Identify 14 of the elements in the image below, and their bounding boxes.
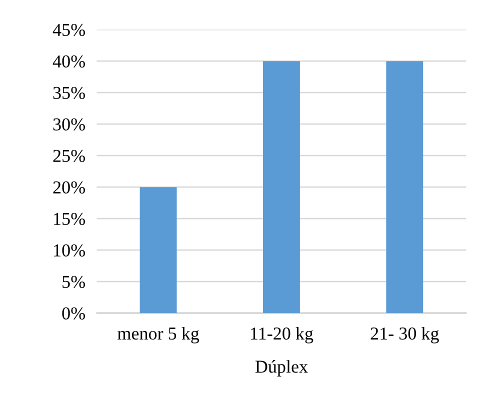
y-tick-label: 25% — [53, 150, 85, 162]
y-tick-label: 30% — [53, 118, 85, 131]
x-tick-label: menor 5 kg — [118, 326, 200, 344]
y-tick-label: 20% — [53, 181, 85, 194]
y-tick-label: 5% — [62, 276, 85, 288]
y-tick-label: 15% — [54, 212, 85, 226]
y-tick-label: 0% — [62, 307, 85, 320]
y-tick-label: 40% — [52, 55, 85, 68]
y-tick-label: 10% — [54, 244, 85, 257]
y-tick-label: 35% — [53, 86, 85, 100]
y-tick-label: 45% — [52, 24, 85, 36]
x-tick-label: 21- 30 kg — [370, 326, 439, 344]
x-axis-title: Dúplex — [255, 360, 308, 376]
x-tick-label: 11-20 kg — [251, 326, 314, 344]
